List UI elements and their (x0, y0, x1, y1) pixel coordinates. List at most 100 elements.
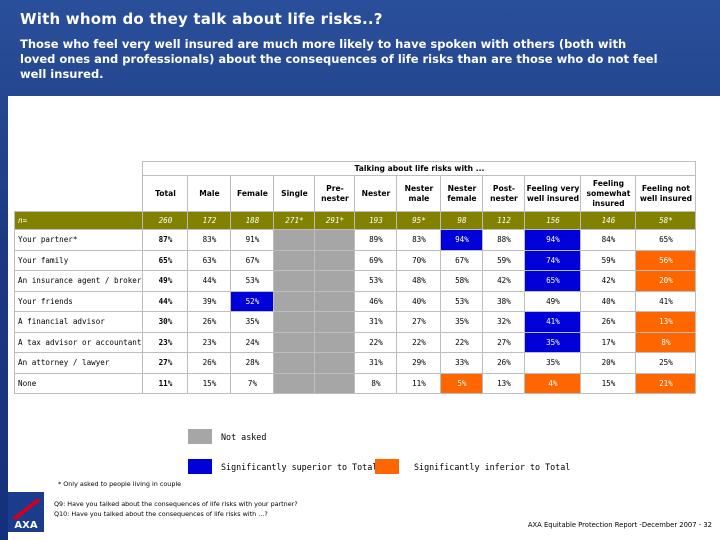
table-cell: 65% (142, 249, 189, 271)
table-cell: 70% (396, 249, 442, 271)
legend-swatch-superior (188, 459, 212, 474)
table-cell: 44% (187, 270, 232, 292)
table-cell: 42% (580, 270, 637, 292)
column-header: Female (230, 175, 275, 212)
column-header: Total (142, 175, 189, 212)
table-cell: 31% (354, 311, 398, 333)
table-cell: 20% (635, 270, 697, 292)
column-header: Nester female (440, 175, 484, 212)
n-value: 291* (314, 211, 356, 230)
table-cell: 24% (230, 331, 275, 353)
not-asked-cell (273, 229, 316, 251)
table-cell: 25% (635, 352, 697, 374)
table-cell: 67% (230, 249, 275, 271)
table-cell: 53% (440, 290, 484, 312)
table-cell: 58% (440, 270, 484, 292)
table-cell: 5% (440, 372, 484, 394)
row-label: An insurance agent / broker (13, 270, 144, 292)
row-label: A tax advisor or accountant (13, 331, 144, 353)
table-cell: 87% (142, 229, 189, 251)
column-header: Post-nester (482, 175, 526, 212)
table-cell: 40% (396, 290, 442, 312)
table-cell: 94% (524, 229, 582, 251)
table-cell: 89% (354, 229, 398, 251)
column-header: Feeling not well insured (635, 175, 697, 212)
table-row: Your friends 44% 39% 52% 46% 40% 53% 38% 49% 40% 4… (13, 290, 697, 312)
row-label: Your partner* (13, 229, 144, 251)
table-cell: 7% (230, 372, 275, 394)
n-value: 156 (524, 211, 582, 230)
table-cell: 26% (187, 352, 232, 374)
table-cell: 22% (354, 331, 398, 353)
table-cell: 65% (524, 270, 582, 292)
not-asked-cell (273, 331, 316, 353)
not-asked-cell (314, 372, 356, 394)
table-row: Your partner* 87% 83% 91% 89% 83% 94% 88% 94% 84%… (13, 229, 697, 251)
table-cell: 52% (230, 290, 275, 312)
table-cell: 28% (230, 352, 275, 374)
table-row: An insurance agent / broker 49% 44% 53% 53% 4… (13, 270, 697, 292)
n-value: 193 (354, 211, 398, 230)
row-label: Your family (13, 249, 144, 271)
table-cell: 88% (482, 229, 526, 251)
table-cell: 65% (635, 229, 697, 251)
table-cell: 11% (396, 372, 442, 394)
n-value: 98 (440, 211, 484, 230)
table-row: A tax advisor or accountant 23% 23% 24% 22% 2… (13, 331, 697, 353)
slide-title: With whom do they talk about life risks.… (20, 10, 383, 28)
legend-swatch-not-asked (188, 429, 212, 444)
table-cell: 46% (354, 290, 398, 312)
column-header: Pre-nester (314, 175, 356, 212)
table-cell: 13% (635, 311, 697, 333)
column-header: Feeling very well insured (524, 175, 582, 212)
not-asked-cell (273, 311, 316, 333)
n-value: 188 (230, 211, 275, 230)
table-cell: 4% (524, 372, 582, 394)
table-cell: 41% (635, 290, 697, 312)
column-header: Single (273, 175, 316, 212)
table-cell: 59% (482, 249, 526, 271)
column-header: Male (187, 175, 232, 212)
logo-text: AXA (14, 520, 37, 531)
table-cell: 63% (187, 249, 232, 271)
not-asked-cell (314, 249, 356, 271)
table-cell: 22% (396, 331, 442, 353)
table-cell: 22% (440, 331, 484, 353)
table-cell: 26% (482, 352, 526, 374)
question-q10: Q10: Have you talked about the consequen… (54, 510, 268, 518)
table-cell: 91% (230, 229, 275, 251)
table-cell: 8% (635, 331, 697, 353)
n-value: 172 (187, 211, 232, 230)
legend-superior: Significantly superior to Total (221, 462, 378, 472)
table-cell: 33% (440, 352, 484, 374)
group-header: Talking about life risks with ... (142, 161, 697, 176)
row-label: A financial advisor (13, 311, 144, 333)
table-cell: 23% (142, 331, 189, 353)
table-cell: 8% (354, 372, 398, 394)
table-cell: 59% (580, 249, 637, 271)
table-cell: 44% (142, 290, 189, 312)
table-cell: 32% (482, 311, 526, 333)
row-label: An attorney / lawyer (13, 352, 144, 374)
not-asked-cell (314, 352, 356, 374)
table-cell: 35% (440, 311, 484, 333)
table-cell: 67% (440, 249, 484, 271)
table-cell: 83% (396, 229, 442, 251)
footnote: * Only asked to people living in couple (58, 480, 182, 488)
row-label: Your friends (13, 290, 144, 312)
n-value: 260 (142, 211, 189, 230)
table-cell: 20% (580, 352, 637, 374)
table-cell: 26% (187, 311, 232, 333)
column-header: Feeling somewhat insured (580, 175, 637, 212)
table-cell: 35% (524, 331, 582, 353)
legend-not-asked: Not asked (221, 432, 267, 442)
table-cell: 27% (482, 331, 526, 353)
table-cell: 15% (187, 372, 232, 394)
table-row: A financial advisor 30% 26% 35% 31% 27% 35% 32%… (13, 311, 697, 333)
table-cell: 27% (396, 311, 442, 333)
legend-inferior: Significantly inferior to Total (414, 462, 571, 472)
n-value: 112 (482, 211, 526, 230)
table-cell: 35% (230, 311, 275, 333)
table-cell: 40% (580, 290, 637, 312)
table-cell: 48% (396, 270, 442, 292)
